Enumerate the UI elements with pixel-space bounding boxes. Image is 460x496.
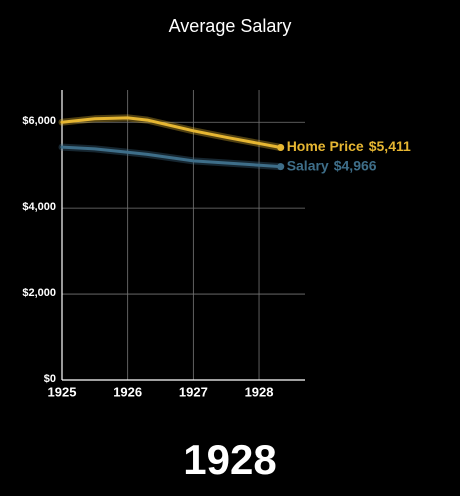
end-point: [277, 144, 285, 152]
line: [60, 145, 283, 169]
legend-label: Home Price: [287, 138, 364, 154]
chart-title: Average Salary: [169, 16, 292, 36]
x-tick-label: 1925: [48, 384, 77, 399]
x-tick-label: 1928: [245, 384, 274, 399]
legend-label: Salary: [287, 157, 329, 173]
y-tick-label: $4,000: [22, 201, 56, 213]
value-label: $5,411: [369, 138, 411, 154]
y-tick-label: $0: [44, 373, 56, 385]
end-point: [277, 163, 285, 171]
y-tick-label: $2,000: [22, 287, 56, 299]
y-tick-label: $6,000: [22, 115, 56, 127]
x-tick-label: 1926: [113, 384, 142, 399]
x-tick-label: 1927: [179, 384, 208, 399]
value-label: $4,966: [334, 157, 377, 173]
line: [60, 116, 283, 149]
year-annotation: 1928: [183, 436, 276, 483]
